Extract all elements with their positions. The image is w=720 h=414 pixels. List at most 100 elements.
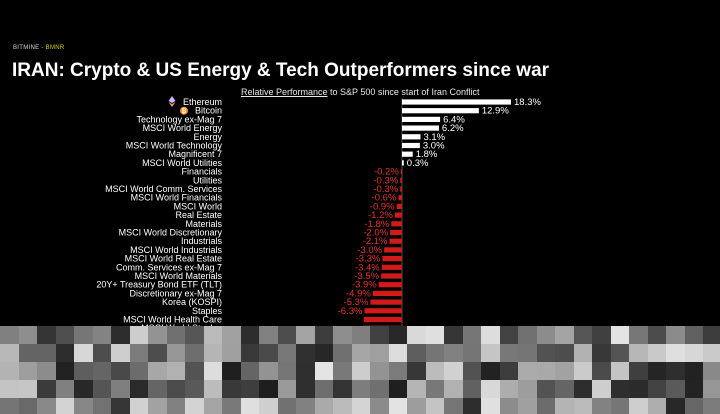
data-label-magnificent-7: 1.8% — [416, 149, 438, 160]
pixel-block — [351, 326, 371, 345]
pixel-block — [425, 362, 445, 381]
bar-financials — [400, 169, 402, 175]
category-label-msci-world-health-care: MSCI World Health Care — [123, 315, 222, 325]
pixel-block — [666, 380, 685, 399]
pixel-block — [92, 326, 112, 345]
data-label-utilities: -0.3% — [373, 175, 398, 186]
pixel-block — [351, 398, 371, 414]
bar-technology-ex-mag-7 — [402, 116, 441, 122]
pixel-block — [592, 380, 611, 399]
category-label-magnificent-7: Magnificent 7 — [168, 149, 222, 159]
pixel-block — [481, 380, 500, 399]
data-label-msci-world-discretionary: -2.0% — [363, 228, 388, 239]
pixel-block — [610, 326, 630, 345]
data-label-korea-kospi: -5.3% — [344, 297, 369, 308]
pixel-block — [166, 380, 186, 399]
pixel-block — [92, 398, 112, 414]
pixel-block — [18, 362, 38, 381]
pixel-block — [129, 398, 149, 414]
pixel-block — [351, 344, 371, 363]
data-label-msci-world-energy: 6.2% — [442, 123, 464, 134]
pixel-block — [555, 398, 574, 414]
pixel-block — [74, 344, 93, 363]
pixel-block — [425, 380, 445, 399]
category-label-msci-world-comm-services: MSCI World Comm. Services — [105, 184, 222, 194]
pixel-block — [314, 398, 334, 414]
pixel-block — [703, 398, 720, 414]
category-label-staples: Staples — [192, 306, 223, 316]
pixel-block — [444, 398, 463, 414]
pixel-block — [536, 380, 556, 399]
pixel-block — [536, 398, 556, 414]
pixel-block — [388, 326, 408, 345]
pixel-block — [0, 398, 19, 414]
bar-industrials — [389, 238, 402, 244]
pixel-block — [462, 344, 482, 363]
pixel-block — [277, 326, 297, 345]
chart-subtitle: Relative Performance to S&P 500 since st… — [241, 87, 479, 97]
pixel-block — [129, 362, 149, 381]
pixel-block — [129, 380, 149, 399]
data-label-msci-world: -0.9% — [370, 201, 395, 212]
pixel-block — [481, 326, 500, 345]
pixel-block — [684, 380, 704, 399]
pixel-block — [148, 380, 167, 399]
pixel-block — [74, 398, 93, 414]
pixel-block — [296, 398, 315, 414]
pixel-block — [610, 344, 630, 363]
category-label-msci-world-utilities: MSCI World Utilities — [142, 158, 222, 168]
pixel-block — [55, 380, 75, 399]
pixel-block — [555, 344, 574, 363]
pixel-block — [370, 326, 389, 345]
pixel-block — [592, 344, 611, 363]
pixel-block — [185, 380, 204, 399]
pixel-block — [407, 326, 426, 345]
pixel-block — [55, 398, 75, 414]
pixel-block — [684, 362, 704, 381]
pixel-block — [388, 344, 408, 363]
pixel-block — [203, 362, 223, 381]
brand-ticker: BMNR — [45, 45, 65, 51]
pixel-block — [407, 344, 426, 363]
pixel-block — [629, 362, 648, 381]
pixel-block — [240, 326, 260, 345]
pixel-block — [518, 344, 537, 363]
pixel-block — [259, 326, 278, 345]
data-label-msci-world-materials: -3.5% — [354, 271, 379, 282]
pixel-block — [185, 398, 204, 414]
category-label-industrials: Industrials — [181, 236, 223, 246]
data-label-msci-world-industrials: -3.0% — [357, 245, 382, 256]
pixel-block — [425, 398, 445, 414]
data-label-real-estate: -1.2% — [368, 210, 393, 221]
pixel-block — [259, 344, 278, 363]
pixel-block — [333, 398, 352, 414]
pixel-block — [407, 398, 426, 414]
pixel-block — [647, 380, 667, 399]
pixel-block — [536, 326, 556, 345]
category-label-msci-world-discretionary: MSCI World Discretionary — [119, 228, 223, 238]
pixel-block — [296, 362, 315, 381]
pixel-block — [148, 362, 167, 381]
pixel-block — [462, 362, 482, 381]
category-label-technology-ex-mag-7: Technology ex-Mag 7 — [136, 114, 222, 124]
data-label-msci-world-real-estate: -3.3% — [356, 254, 381, 265]
pixel-block — [222, 380, 241, 399]
pixel-block — [129, 326, 149, 345]
pixel-block — [370, 362, 389, 381]
bar-msci-world-comm-services — [400, 186, 402, 192]
bitcoin-icon-glyph: ₿ — [182, 108, 187, 115]
category-label-msci-world-financials: MSCI World Financials — [131, 193, 223, 203]
bar-msci-world-materials — [381, 273, 402, 279]
category-label-msci-world-materials: MSCI World Materials — [135, 271, 223, 281]
pixel-block — [55, 344, 75, 363]
pixel-block — [259, 362, 278, 381]
pixel-block — [444, 380, 463, 399]
subtitle-rest: to S&P 500 since start of Iran Conflict — [327, 87, 480, 97]
pixel-block — [647, 326, 667, 345]
bar-staples — [364, 308, 402, 314]
pixel-block — [0, 380, 19, 399]
bar-bitcoin — [402, 108, 479, 114]
pixel-block — [314, 380, 334, 399]
pixel-block — [314, 344, 334, 363]
pixel-block — [592, 398, 611, 414]
